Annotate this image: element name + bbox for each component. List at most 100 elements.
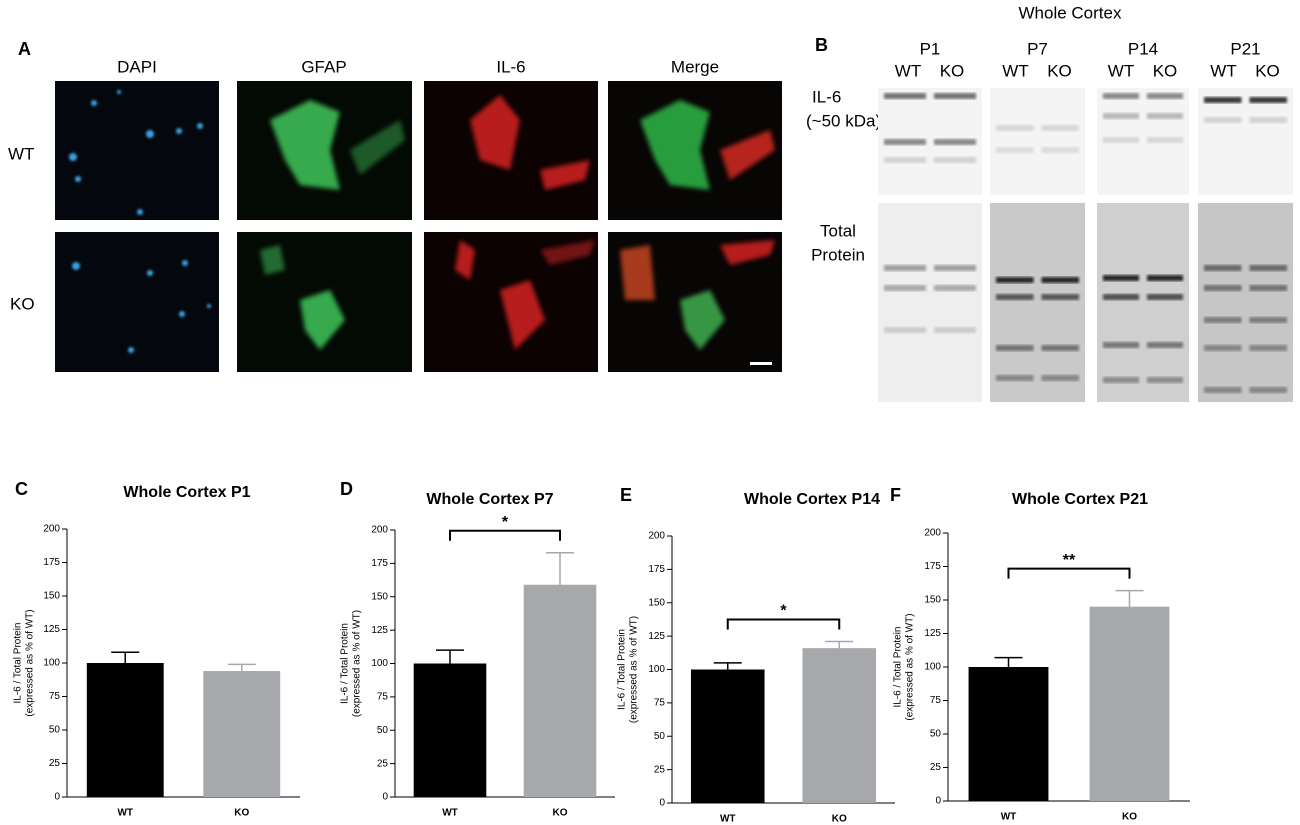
y-tick-label: 125 xyxy=(43,624,60,635)
y-tick-label: 125 xyxy=(371,625,388,636)
band xyxy=(1147,377,1183,383)
band xyxy=(1147,342,1183,348)
band xyxy=(1249,265,1287,271)
band xyxy=(934,139,976,145)
micrographs xyxy=(55,81,782,372)
y-tick-label: 50 xyxy=(49,725,61,736)
y-axis-label: (expressed as % of WT) xyxy=(905,613,916,720)
chart-title: Whole Cortex P14 xyxy=(744,491,880,508)
y-tick-label: 50 xyxy=(930,729,942,740)
y-tick-label: 75 xyxy=(377,692,389,703)
band xyxy=(1147,137,1183,143)
significance: * xyxy=(502,514,509,531)
bar xyxy=(413,663,487,797)
blot xyxy=(1198,88,1293,195)
lane-age: P7 xyxy=(1027,39,1048,58)
panel-label: B xyxy=(815,35,828,55)
band xyxy=(1204,317,1242,323)
y-tick-label: 100 xyxy=(371,658,388,669)
blot xyxy=(1198,203,1293,402)
western-blots: P1 WT KO P7 WT KO P14 WT KO P21 WT KO xyxy=(878,39,1293,402)
y-axis-label: IL-6 / Total Protein xyxy=(893,627,904,708)
band xyxy=(1041,294,1079,300)
y-tick-label: 75 xyxy=(654,698,666,709)
y-tick-label: 200 xyxy=(924,528,941,539)
bar xyxy=(203,671,281,797)
row-label: Total xyxy=(820,221,856,240)
column-heading: DAPI xyxy=(117,57,157,76)
x-tick-label: KO xyxy=(1122,812,1137,823)
band xyxy=(996,294,1034,300)
y-axis-label: (expressed as % of WT) xyxy=(352,610,363,717)
blot xyxy=(1097,203,1189,402)
band xyxy=(1204,345,1242,351)
panel-label: E xyxy=(620,485,632,505)
blot xyxy=(990,88,1085,195)
band xyxy=(1103,294,1139,300)
y-tick-label: 25 xyxy=(930,762,942,773)
y-tick-label: 25 xyxy=(49,758,61,769)
y-tick-label: 125 xyxy=(924,628,941,639)
band xyxy=(996,125,1034,131)
y-axis-label: (expressed as % of WT) xyxy=(629,616,640,723)
band xyxy=(934,93,976,99)
lane-group: WT xyxy=(1108,61,1134,80)
chart-title: Whole Cortex P21 xyxy=(1012,491,1148,508)
y-tick-label: 175 xyxy=(43,557,60,568)
band xyxy=(884,265,926,271)
chart-title: Whole Cortex P1 xyxy=(123,484,250,501)
y-tick-label: 175 xyxy=(924,561,941,572)
panel-label: F xyxy=(890,485,901,505)
band xyxy=(996,277,1034,283)
band xyxy=(1041,147,1079,153)
band xyxy=(1041,277,1079,283)
row-label: Protein xyxy=(811,245,865,264)
lane-age: P21 xyxy=(1230,39,1260,58)
band xyxy=(1103,342,1139,348)
x-tick-label: WT xyxy=(720,814,736,825)
x-tick-label: KO xyxy=(832,814,847,825)
band xyxy=(1204,387,1242,393)
panel-title: Whole Cortex xyxy=(1019,3,1122,22)
band xyxy=(996,375,1034,381)
lane-age: P14 xyxy=(1128,39,1158,58)
bar xyxy=(802,648,877,803)
row-label: IL-6 xyxy=(812,87,841,106)
column-heading: Merge xyxy=(671,57,719,76)
band xyxy=(1249,285,1287,291)
significance: ** xyxy=(1063,552,1076,569)
y-tick-label: 175 xyxy=(648,564,665,575)
band xyxy=(934,157,976,163)
panel-label: C xyxy=(15,479,28,499)
bar xyxy=(968,667,1049,801)
band xyxy=(934,265,976,271)
y-tick-label: 25 xyxy=(377,758,389,769)
row-label: WT xyxy=(8,144,34,163)
y-tick-label: 75 xyxy=(49,691,61,702)
band xyxy=(996,345,1034,351)
band xyxy=(934,285,976,291)
column-heading: GFAP xyxy=(301,57,346,76)
lane-group: WT xyxy=(895,61,921,80)
x-tick-label: WT xyxy=(117,808,133,819)
band xyxy=(1103,137,1139,143)
band xyxy=(1204,285,1242,291)
lane-group: WT xyxy=(1002,61,1028,80)
band xyxy=(1249,317,1287,323)
y-tick-label: 50 xyxy=(654,731,666,742)
band xyxy=(1103,113,1139,119)
y-tick-label: 150 xyxy=(924,595,941,606)
panel-label: D xyxy=(340,479,353,499)
x-tick-label: KO xyxy=(234,808,249,819)
band xyxy=(884,285,926,291)
y-axis-label: (expressed as % of WT) xyxy=(25,609,36,716)
band xyxy=(1204,117,1242,123)
y-tick-label: 175 xyxy=(371,558,388,569)
x-tick-label: KO xyxy=(553,808,568,819)
band xyxy=(884,139,926,145)
significance: * xyxy=(780,603,787,620)
y-tick-label: 200 xyxy=(371,525,388,536)
lane-group: KO xyxy=(1255,61,1280,80)
